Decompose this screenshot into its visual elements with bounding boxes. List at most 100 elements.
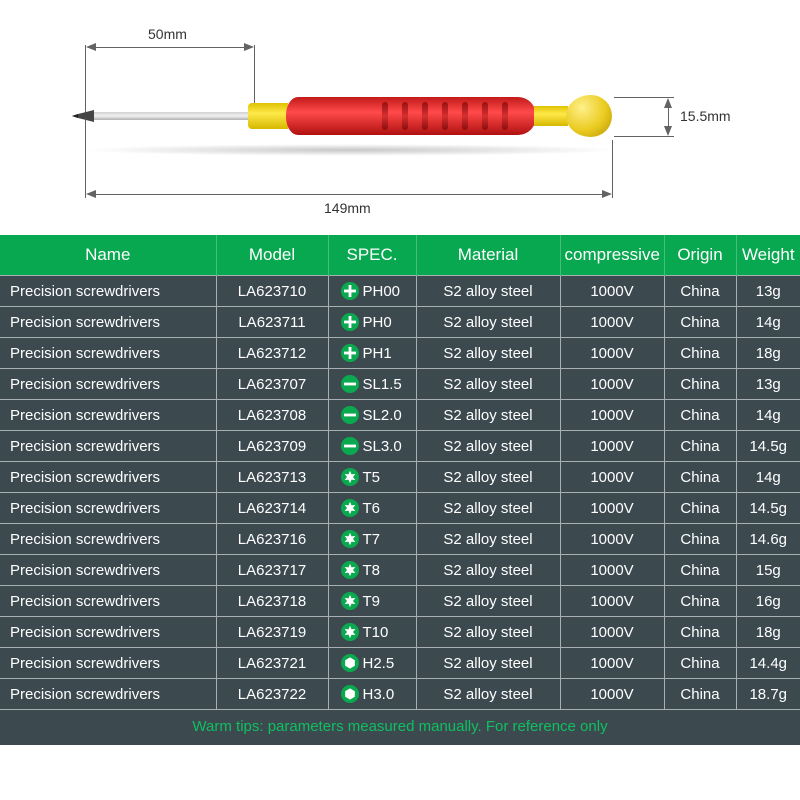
spec-label: T6 <box>363 500 381 517</box>
cell-material: S2 alloy steel <box>416 648 560 679</box>
table-row: Precision screwdrivers LA623714 T6 S2 al… <box>0 493 800 524</box>
cell-name: Precision screwdrivers <box>0 462 216 493</box>
cell-weight: 16g <box>736 586 800 617</box>
spec-label: T10 <box>363 624 389 641</box>
cell-name: Precision screwdrivers <box>0 276 216 307</box>
handle-grip-rib <box>402 102 408 130</box>
col-header-material: Material <box>416 235 560 276</box>
cell-spec: T10 <box>328 617 416 648</box>
cell-model: LA623708 <box>216 400 328 431</box>
cell-model: LA623713 <box>216 462 328 493</box>
cell-weight: 14.4g <box>736 648 800 679</box>
cell-model: LA623709 <box>216 431 328 462</box>
cell-name: Precision screwdrivers <box>0 369 216 400</box>
cell-origin: China <box>664 586 736 617</box>
cell-spec: T8 <box>328 555 416 586</box>
screwdriver-cap <box>566 95 612 137</box>
table-row: Precision screwdrivers LA623707 SL1.5 S2… <box>0 369 800 400</box>
cell-compressive: 1000V <box>560 493 664 524</box>
dim-guide <box>254 45 255 103</box>
cell-weight: 18g <box>736 338 800 369</box>
cell-spec: H2.5 <box>328 648 416 679</box>
cell-origin: China <box>664 493 736 524</box>
cell-weight: 14.6g <box>736 524 800 555</box>
screwdriver-shadow <box>80 144 620 156</box>
cell-weight: 15g <box>736 555 800 586</box>
cell-weight: 14.5g <box>736 493 800 524</box>
cell-material: S2 alloy steel <box>416 369 560 400</box>
screwdriver-handle <box>286 97 536 135</box>
cell-weight: 14.5g <box>736 431 800 462</box>
handle-grip-rib <box>382 102 388 130</box>
cell-spec: PH00 <box>328 276 416 307</box>
spec-label: T5 <box>363 469 381 486</box>
handle-grip-rib <box>422 102 428 130</box>
handle-grip-rib <box>462 102 468 130</box>
cell-weight: 18g <box>736 617 800 648</box>
dim-guide <box>85 120 86 198</box>
cell-material: S2 alloy steel <box>416 338 560 369</box>
cell-material: S2 alloy steel <box>416 617 560 648</box>
cell-spec: T9 <box>328 586 416 617</box>
cell-origin: China <box>664 617 736 648</box>
col-header-origin: Origin <box>664 235 736 276</box>
table-header-row: Name Model SPEC. Material compressive Or… <box>0 235 800 276</box>
cell-compressive: 1000V <box>560 369 664 400</box>
cell-model: LA623710 <box>216 276 328 307</box>
handle-grip-rib <box>482 102 488 130</box>
cell-compressive: 1000V <box>560 555 664 586</box>
spec-label: T7 <box>363 531 381 548</box>
cell-name: Precision screwdrivers <box>0 493 216 524</box>
cell-compressive: 1000V <box>560 524 664 555</box>
cell-origin: China <box>664 276 736 307</box>
table-row: Precision screwdrivers LA623717 T8 S2 al… <box>0 555 800 586</box>
cell-spec: PH1 <box>328 338 416 369</box>
dimension-diagram: 50mm 149mm 15.5mm <box>0 0 800 235</box>
spec-label: PH0 <box>363 314 392 331</box>
cell-material: S2 alloy steel <box>416 307 560 338</box>
cell-spec: H3.0 <box>328 679 416 710</box>
spec-table: Name Model SPEC. Material compressive Or… <box>0 235 800 709</box>
table-row: Precision screwdrivers LA623719 T10 S2 a… <box>0 617 800 648</box>
slotted-icon <box>341 437 359 455</box>
cell-material: S2 alloy steel <box>416 462 560 493</box>
cell-compressive: 1000V <box>560 431 664 462</box>
cell-weight: 13g <box>736 276 800 307</box>
cell-name: Precision screwdrivers <box>0 617 216 648</box>
cell-name: Precision screwdrivers <box>0 586 216 617</box>
cell-origin: China <box>664 462 736 493</box>
col-header-model: Model <box>216 235 328 276</box>
cell-weight: 13g <box>736 369 800 400</box>
handle-grip-rib <box>442 102 448 130</box>
phillips-icon <box>341 313 359 331</box>
torx-icon <box>341 623 359 641</box>
cell-material: S2 alloy steel <box>416 524 560 555</box>
cell-material: S2 alloy steel <box>416 400 560 431</box>
table-row: Precision screwdrivers LA623718 T9 S2 al… <box>0 586 800 617</box>
cell-name: Precision screwdrivers <box>0 555 216 586</box>
table-row: Precision screwdrivers LA623712 PH1 S2 a… <box>0 338 800 369</box>
table-row: Precision screwdrivers LA623721 H2.5 S2 … <box>0 648 800 679</box>
cell-material: S2 alloy steel <box>416 431 560 462</box>
screwdriver-tip-icon <box>72 106 94 126</box>
cell-compressive: 1000V <box>560 307 664 338</box>
cell-spec: SL2.0 <box>328 400 416 431</box>
cell-model: LA623722 <box>216 679 328 710</box>
dim-label-top: 50mm <box>148 26 187 42</box>
spec-label: SL3.0 <box>363 438 402 455</box>
col-header-name: Name <box>0 235 216 276</box>
footer-note: Warm tips: parameters measured manually.… <box>0 709 800 745</box>
spec-label: H3.0 <box>363 686 395 703</box>
dim-arrow <box>86 43 96 51</box>
dim-arrow <box>86 190 96 198</box>
cell-name: Precision screwdrivers <box>0 431 216 462</box>
spec-label: PH00 <box>363 283 401 300</box>
dim-arrow <box>664 98 672 108</box>
torx-icon <box>341 592 359 610</box>
cell-material: S2 alloy steel <box>416 276 560 307</box>
hex-icon <box>341 654 359 672</box>
col-header-compressive: compressive <box>560 235 664 276</box>
cell-model: LA623712 <box>216 338 328 369</box>
dim-arrow <box>602 190 612 198</box>
screwdriver-neck <box>534 106 568 126</box>
